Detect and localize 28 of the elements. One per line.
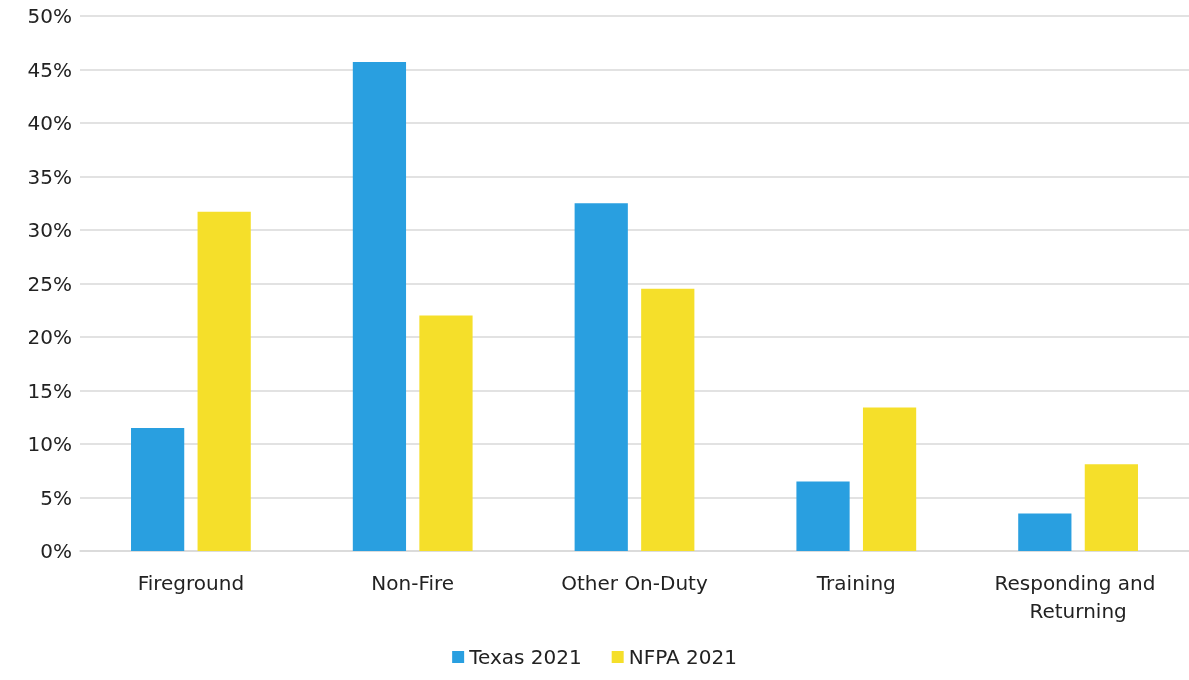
- bar: [796, 481, 850, 551]
- y-tick-label: 50%: [27, 4, 72, 28]
- bar: [419, 315, 473, 551]
- y-tick-label: 5%: [40, 485, 72, 510]
- x-tick-label: Other On-Duty: [561, 571, 708, 595]
- y-tick-label: 0%: [40, 539, 72, 563]
- y-tick-label: 25%: [27, 271, 72, 296]
- bar: [131, 427, 185, 551]
- bar: [862, 407, 917, 551]
- y-tick-label: 45%: [27, 57, 72, 82]
- y-tick-label: 10%: [27, 432, 72, 456]
- x-tick-label: Responding and Returning: [994, 571, 1162, 623]
- bar: [1018, 513, 1072, 551]
- y-tick-label: 40%: [27, 111, 72, 135]
- x-tick-label: Non-Fire: [371, 571, 455, 595]
- bar: [1084, 464, 1138, 551]
- legend-label: Texas 2021: [468, 645, 582, 669]
- y-tick-label: 20%: [27, 325, 72, 349]
- x-tick-label: Fireground: [137, 571, 245, 595]
- y-tick-label: 15%: [27, 378, 72, 403]
- bar: [197, 211, 251, 551]
- legend-label: NFPA 2021: [628, 645, 737, 669]
- bar: [574, 203, 628, 551]
- bar: [641, 288, 695, 551]
- bar: [352, 62, 407, 551]
- y-tick-label: 30%: [27, 218, 72, 242]
- x-tick-label: Training: [815, 571, 896, 595]
- y-tick-label: 35%: [27, 164, 72, 189]
